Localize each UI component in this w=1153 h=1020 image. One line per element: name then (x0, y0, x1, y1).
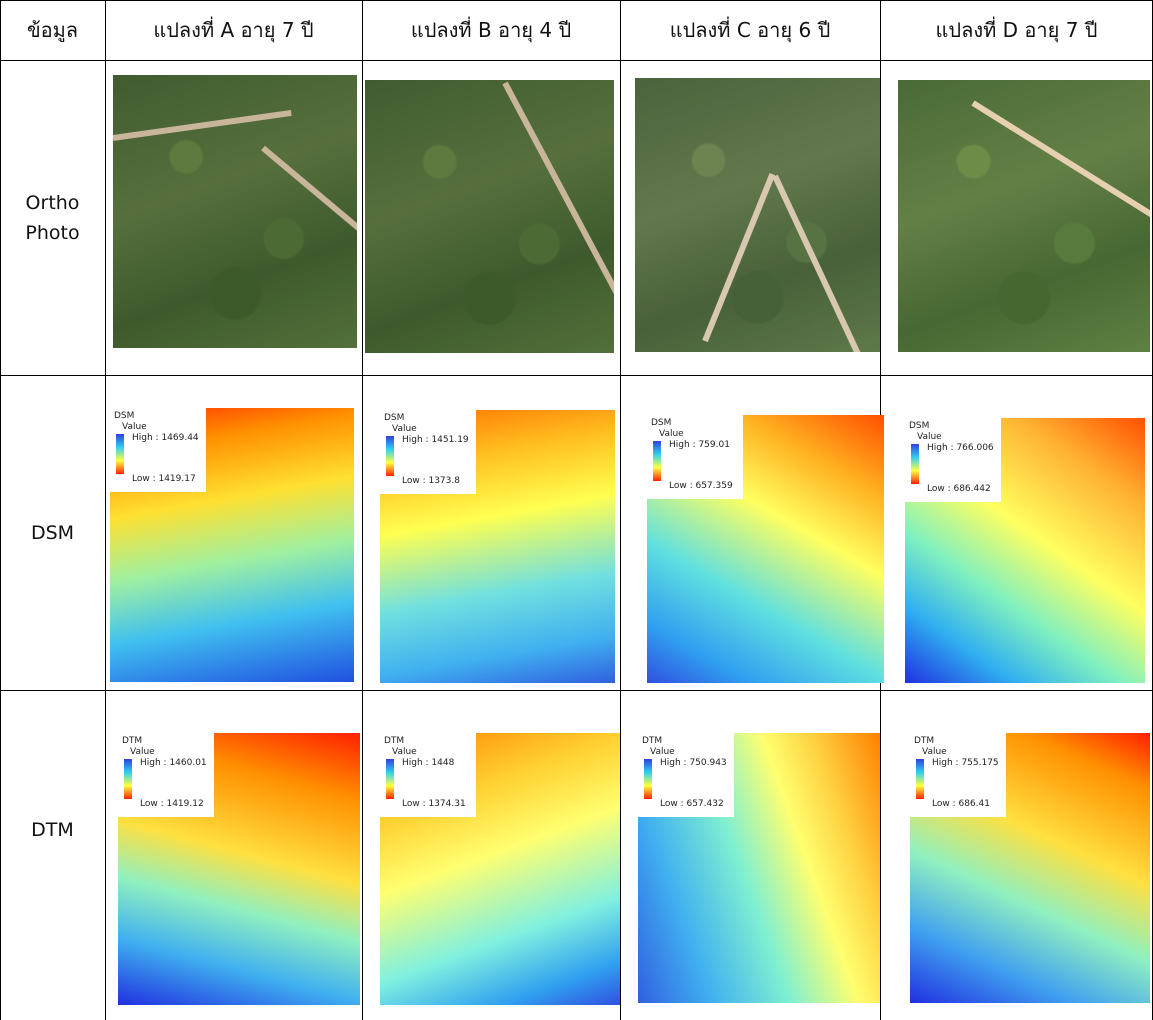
legend-high: High : 1451.19 (402, 435, 469, 446)
legend-title: DSM (651, 418, 671, 429)
header-cell: แปลงที่ C อายุ 6 ปี (620, 0, 880, 60)
header-cell: แปลงที่ A อายุ 7 ปี (105, 0, 362, 60)
column-divider (362, 0, 363, 1020)
row-label: DTM (0, 690, 105, 970)
legend-high: High : 750.943 (660, 758, 727, 769)
row-label: DSM (0, 375, 105, 690)
legend-title: DSM (114, 411, 134, 422)
legend-high: High : 1469.44 (132, 433, 199, 444)
legend-low: Low : 657.359 (669, 481, 733, 492)
legend-title: DTM (384, 736, 404, 747)
header-cell: ข้อมูล (0, 0, 105, 60)
row-divider (0, 690, 1153, 691)
header-cell: แปลงที่ D อายุ 7 ปี (880, 0, 1153, 60)
legend-title: DSM (384, 413, 404, 424)
legend-title: DSM (909, 421, 929, 432)
legend-low: Low : 1373.8 (402, 476, 460, 487)
legend-high: High : 755.175 (932, 758, 999, 769)
row-divider (0, 375, 1153, 376)
ortho-photo (113, 75, 357, 348)
legend-field: Value (392, 747, 417, 758)
legend-low: Low : 657.432 (660, 799, 724, 810)
row-label-line: Ortho (26, 188, 80, 218)
legend-high: High : 1448 (402, 758, 454, 769)
legend-field: Value (650, 747, 675, 758)
legend-high: High : 766.006 (927, 443, 994, 454)
ortho-photo (635, 78, 880, 352)
legend-field: Value (130, 747, 155, 758)
row-label-line: DSM (31, 518, 74, 548)
legend-low: Low : 686.442 (927, 484, 991, 495)
legend-field: Value (917, 432, 942, 443)
legend-title: DTM (642, 736, 662, 747)
legend-high: High : 759.01 (669, 440, 730, 451)
ortho-photo (898, 80, 1150, 352)
row-label: Ortho Photo (0, 60, 105, 375)
legend-title: DTM (914, 736, 934, 747)
row-divider (0, 60, 1153, 61)
legend-low: Low : 686.41 (932, 799, 990, 810)
legend-field: Value (922, 747, 947, 758)
legend-low: Low : 1419.12 (140, 799, 204, 810)
row-label-line: Photo (25, 218, 79, 248)
legend-low: Low : 1374.31 (402, 799, 466, 810)
legend-field: Value (392, 424, 417, 435)
header-cell: แปลงที่ B อายุ 4 ปี (362, 0, 620, 60)
column-divider (620, 0, 621, 1020)
legend-low: Low : 1419.17 (132, 474, 196, 485)
row-label-line: DTM (31, 815, 74, 845)
table-page: ข้อมูล แปลงที่ A อายุ 7 ปี แปลงที่ B อาย… (0, 0, 1153, 1020)
legend-field: Value (122, 422, 147, 433)
column-divider (105, 0, 106, 1020)
legend-high: High : 1460.01 (140, 758, 207, 769)
legend-title: DTM (122, 736, 142, 747)
ortho-photo (365, 80, 614, 353)
legend-field: Value (659, 429, 684, 440)
